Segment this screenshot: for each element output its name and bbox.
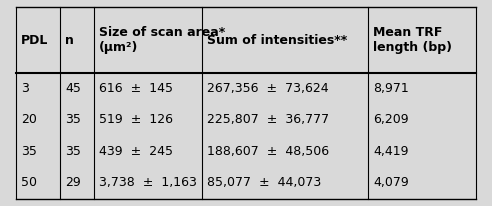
- Text: 29: 29: [65, 176, 81, 189]
- Text: Sum of intensities**: Sum of intensities**: [207, 34, 347, 47]
- Text: 616  ±  145: 616 ± 145: [99, 82, 173, 95]
- Text: 225,807  ±  36,777: 225,807 ± 36,777: [207, 113, 329, 126]
- Text: 35: 35: [65, 145, 81, 158]
- Text: 8,971: 8,971: [373, 82, 409, 95]
- Text: 45: 45: [65, 82, 81, 95]
- Text: 85,077  ±  44,073: 85,077 ± 44,073: [207, 176, 321, 189]
- Text: 267,356  ±  73,624: 267,356 ± 73,624: [207, 82, 329, 95]
- Text: PDL: PDL: [21, 34, 48, 47]
- Text: 3,738  ±  1,163: 3,738 ± 1,163: [99, 176, 197, 189]
- Text: 439  ±  245: 439 ± 245: [99, 145, 173, 158]
- Text: 4,419: 4,419: [373, 145, 409, 158]
- Text: 50: 50: [21, 176, 37, 189]
- Text: 4,079: 4,079: [373, 176, 409, 189]
- Text: 20: 20: [21, 113, 37, 126]
- Text: 6,209: 6,209: [373, 113, 409, 126]
- Text: 35: 35: [65, 113, 81, 126]
- Text: Size of scan area*
(μm²): Size of scan area* (μm²): [99, 26, 225, 54]
- Text: 188,607  ±  48,506: 188,607 ± 48,506: [207, 145, 329, 158]
- Text: Mean TRF
length (bp): Mean TRF length (bp): [373, 26, 452, 54]
- Text: 519  ±  126: 519 ± 126: [99, 113, 173, 126]
- Text: 3: 3: [21, 82, 29, 95]
- Text: n: n: [65, 34, 74, 47]
- Text: 35: 35: [21, 145, 37, 158]
